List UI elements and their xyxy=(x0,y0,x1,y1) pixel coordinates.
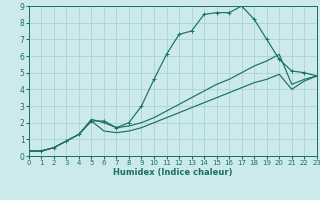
X-axis label: Humidex (Indice chaleur): Humidex (Indice chaleur) xyxy=(113,168,233,177)
